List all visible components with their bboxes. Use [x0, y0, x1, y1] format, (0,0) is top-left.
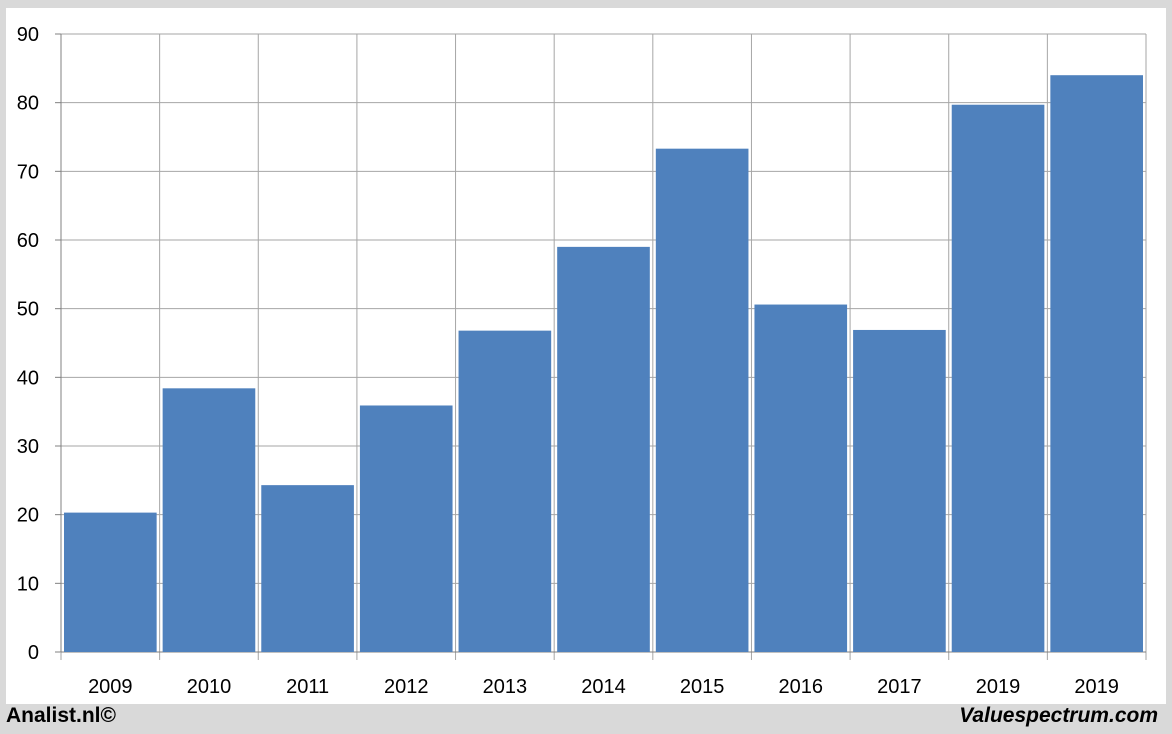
bar — [162, 388, 256, 652]
bar — [64, 512, 157, 652]
y-tick-label: 20 — [17, 505, 39, 527]
bar — [359, 405, 453, 652]
x-tick-label: 2011 — [286, 676, 329, 698]
bar-chart: 0 10 20 30 40 50 60 70 80 90 2009 2010 2011 2012 2013 2… — [17, 24, 1147, 698]
x-tick-label: 2019 — [1074, 676, 1119, 698]
x-tick-label: 2014 — [581, 676, 626, 698]
footer-site-label: Valuespectrum.com — [959, 704, 1158, 727]
bar — [458, 330, 552, 652]
bar — [1050, 75, 1143, 652]
y-tick-label: 70 — [17, 161, 39, 183]
bar — [655, 148, 749, 652]
y-tick-label: 0 — [28, 642, 39, 664]
x-tick-label: 2017 — [877, 676, 922, 698]
x-tick-label: 2013 — [483, 676, 528, 698]
bar — [754, 304, 848, 652]
y-tick-label: 30 — [17, 436, 39, 458]
x-tick-label: 2019 — [976, 676, 1021, 698]
y-tick-label: 40 — [17, 367, 39, 389]
bar — [557, 246, 650, 652]
x-tick-label: 2012 — [384, 676, 429, 698]
bar — [853, 329, 946, 652]
x-tick-label: 2010 — [187, 676, 232, 698]
y-tick-label: 10 — [17, 573, 39, 595]
x-tick-label: 2016 — [779, 676, 824, 698]
plot-area: 0 10 20 30 40 50 60 70 80 90 2009 2010 2011 2012 2013 2… — [6, 8, 1166, 704]
x-tick-label: 2015 — [680, 676, 725, 698]
y-tick-label: 80 — [17, 93, 39, 115]
y-tick-label: 50 — [17, 299, 39, 321]
y-tick-label: 60 — [17, 230, 39, 252]
y-tick-label: 90 — [17, 24, 39, 46]
x-tick-label: 2009 — [88, 676, 133, 698]
bar — [951, 104, 1045, 652]
footer-source-label: Analist.nl© — [6, 704, 116, 727]
bar — [261, 485, 354, 652]
